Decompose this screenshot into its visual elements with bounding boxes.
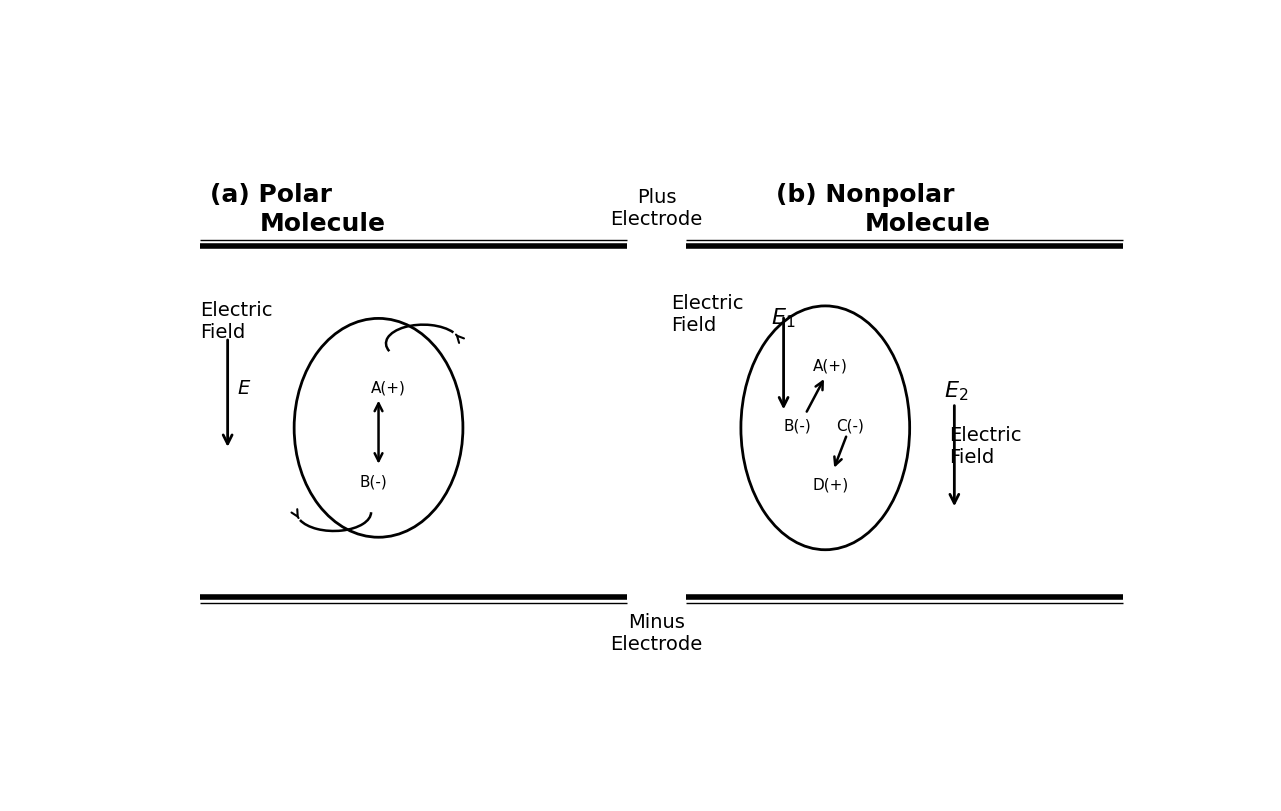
Text: A(+): A(+) <box>371 380 406 395</box>
Text: Electric
Field: Electric Field <box>949 425 1022 466</box>
Text: Plus
Electrode: Plus Electrode <box>610 187 703 229</box>
Text: Electric
Field: Electric Field <box>200 300 273 341</box>
Text: E: E <box>237 378 250 397</box>
Text: $\mathit{E}_2$: $\mathit{E}_2$ <box>944 379 968 402</box>
Text: A(+): A(+) <box>813 358 848 373</box>
Text: Minus
Electrode: Minus Electrode <box>610 612 703 654</box>
Text: $\mathit{E}_1$: $\mathit{E}_1$ <box>771 307 796 330</box>
Text: B(-): B(-) <box>360 474 387 489</box>
Text: (a) Polar: (a) Polar <box>210 182 332 207</box>
Text: Molecule: Molecule <box>865 212 991 236</box>
Text: D(+): D(+) <box>812 477 848 492</box>
Text: Molecule: Molecule <box>259 212 386 236</box>
Text: C(-): C(-) <box>836 418 865 432</box>
Text: B(-): B(-) <box>784 418 811 432</box>
Text: Electric
Field: Electric Field <box>671 294 744 335</box>
Text: (b) Nonpolar: (b) Nonpolar <box>776 182 954 207</box>
